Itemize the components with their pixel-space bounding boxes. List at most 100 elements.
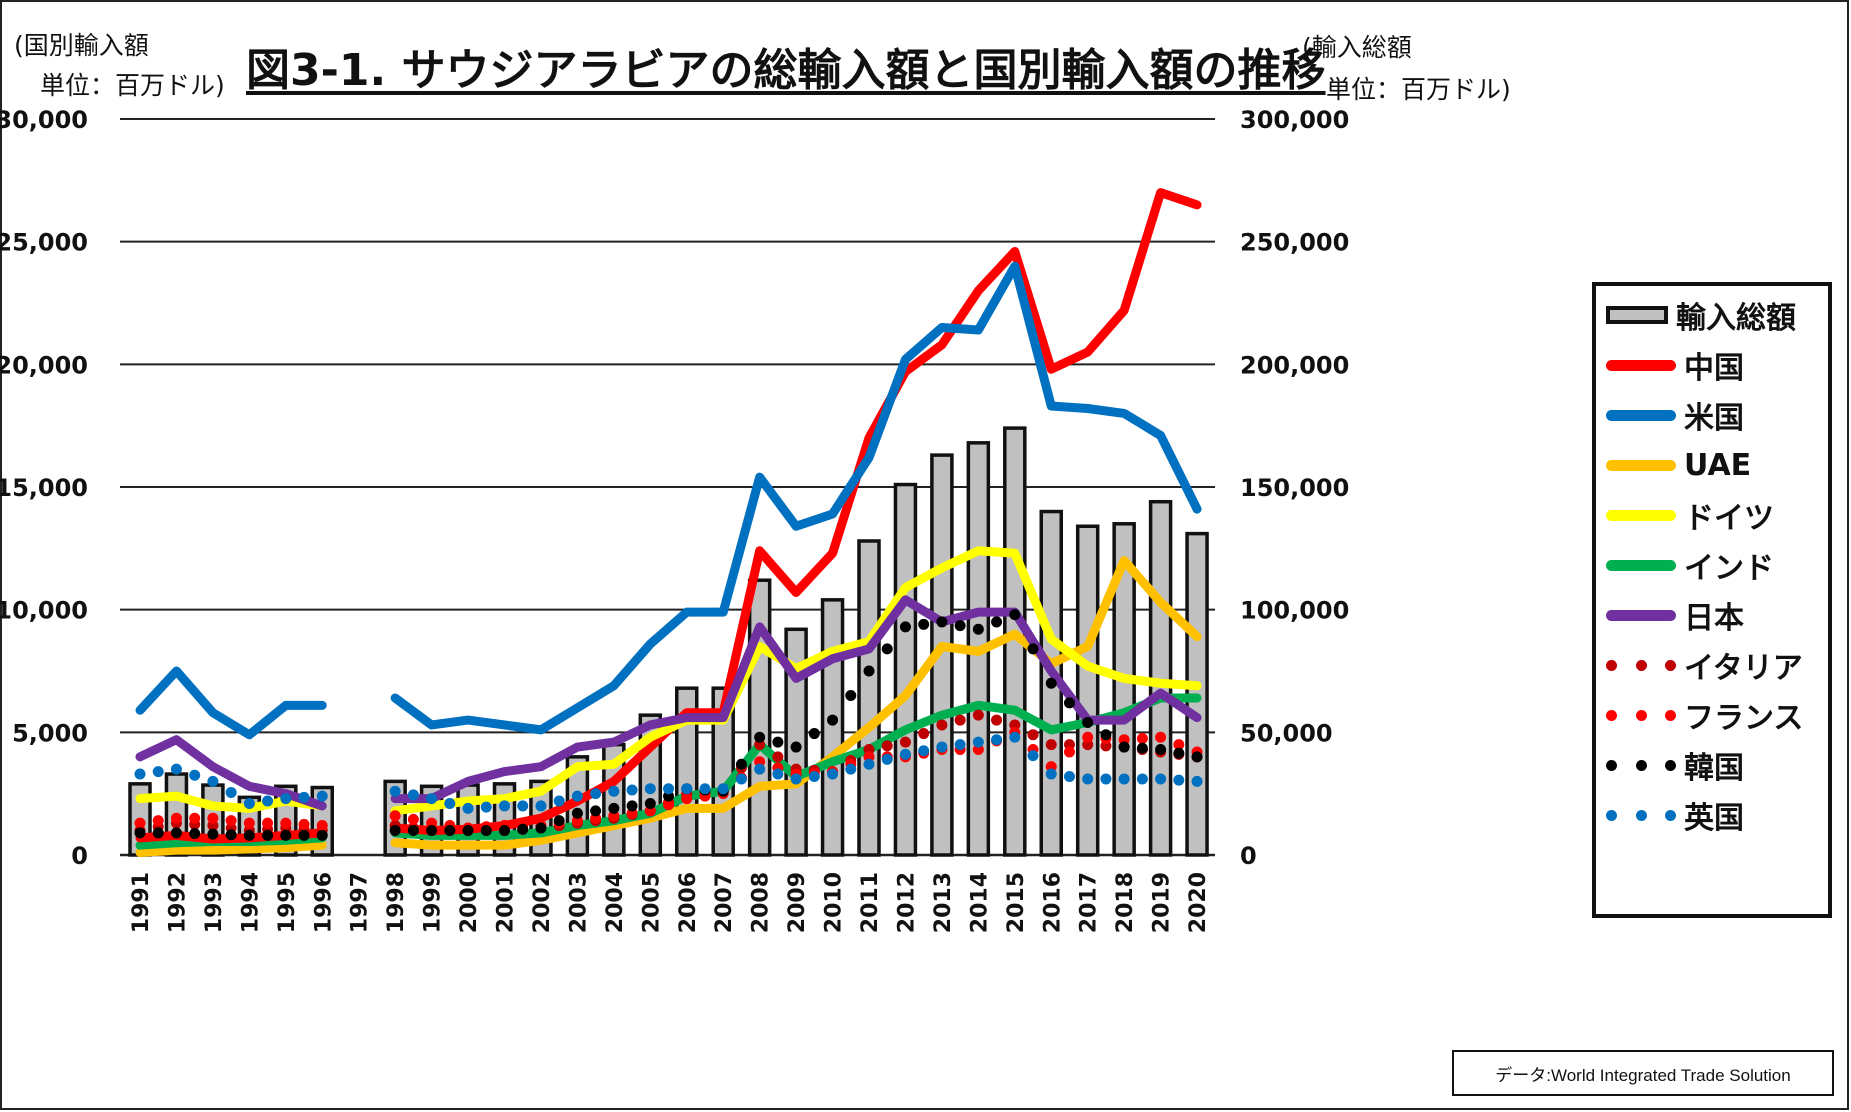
legend-label: 米国 [1684,401,1744,436]
series-point-韓国 [735,758,747,770]
legend-dot [1635,809,1647,821]
series-line-米国 [135,666,327,740]
series-point-韓国 [517,823,529,835]
legend-item: 輸入総額 [1606,290,1796,340]
left-axis-tick: 25,000 [0,229,88,257]
series-point-英国 [936,741,948,753]
bar-total-imports [1112,522,1136,857]
series-point-英国 [626,784,638,796]
series-point-韓国 [262,829,274,841]
series-point-韓国 [1118,741,1130,753]
legend-item: インド [1606,540,1774,590]
series-point-英国 [754,763,766,775]
series-point-英国 [663,783,675,795]
legend-label: 韓国 [1684,751,1744,786]
series-point-イタリア [918,728,930,740]
series-point-韓国 [790,741,802,753]
x-axis-tick: 2011 [858,872,883,933]
x-axis-tick: 1992 [165,872,190,933]
legend-dot [1665,659,1676,671]
series-point-英国 [699,783,711,795]
series-point-フランス [407,813,419,825]
series-point-韓国 [644,797,656,809]
series-point-英国 [189,769,201,781]
x-axis-tick: 2014 [967,872,992,933]
series-point-英国 [1155,773,1167,785]
x-axis-tick: 1997 [348,872,373,933]
legend-swatch-line [1606,459,1676,471]
series-point-英国 [444,797,456,809]
series-point-韓国 [590,805,602,817]
source-note: データ:World Integrated Trade Solution [1452,1050,1834,1096]
series-point-英国 [790,773,802,785]
series-point-英国 [462,802,474,814]
legend-dot [1665,809,1676,821]
series-point-韓国 [754,731,766,743]
legend-label: イタリア [1684,651,1803,686]
series-point-英国 [681,783,693,795]
series-point-英国 [517,800,529,812]
series-point-英国 [772,768,784,780]
series-point-英国 [1045,768,1057,780]
legend-swatch-line [1606,609,1676,621]
x-axis-tick: 1994 [238,872,263,933]
x-axis-tick: 2003 [566,872,591,933]
series-point-韓国 [553,815,565,827]
legend-label: 中国 [1684,351,1744,386]
right-axis-tick: 200,000 [1240,351,1349,379]
right-axis-tick: 0 [1240,842,1257,870]
series-point-イタリア [1027,729,1039,741]
left-axis-label-line2: 単位：百万ドル) [40,71,225,100]
series-point-英国 [499,800,510,812]
legend-label: 輸入総額 [1676,301,1796,336]
legend-swatch-line [1606,409,1676,421]
series-point-イタリア [954,714,966,726]
series-point-韓国 [535,822,547,834]
left-axis-tick: 15,000 [0,474,88,502]
series-line-ドイツ [390,546,1202,816]
right-axis-tick: 100,000 [1240,597,1349,625]
x-axis-tick: 2007 [712,872,737,933]
x-axis-tick: 1999 [421,872,446,933]
bar-total-imports [857,539,881,857]
legend: 輸入総額 中国 米国 UAE ドイツ インド 日本 イタリア フランス 韓国 英国 [1592,282,1832,918]
legend-item: UAE [1606,440,1751,490]
legend-label: フランス [1684,701,1804,736]
x-axis-tick: 2002 [530,872,555,933]
x-axis-tick: 2005 [639,872,664,933]
series-point-英国 [863,758,875,770]
series-point-韓国 [1045,677,1057,689]
legend-label: UAE [1684,447,1752,483]
series-point-韓国 [863,665,875,677]
series-line-UAE [135,840,327,858]
series-point-韓国 [936,616,948,628]
series-point-フランス [262,817,274,829]
series-point-韓国 [298,829,310,841]
legend-dot [1665,709,1676,721]
left-axis-label-line1: (国別輸入額 [14,31,149,60]
series-point-英国 [152,766,164,778]
x-axis-tick: 1998 [384,872,409,933]
x-axis-tick: 2009 [785,872,810,933]
series-point-英国 [1027,750,1039,762]
series-point-フランス [134,817,146,829]
right-axis-tick: 50,000 [1240,719,1333,747]
series-point-英国 [735,773,747,785]
series-point-英国 [972,736,984,748]
left-axis-tick: 5,000 [12,719,88,747]
legend-swatch-line [1606,559,1676,571]
x-axis-tick: 2017 [1077,872,1102,933]
x-axis-tick: 2012 [894,872,919,933]
series-point-韓国 [972,623,984,635]
series-point-韓国 [1027,643,1039,655]
x-axis-tick: 2015 [1004,872,1029,933]
series-point-英国 [590,788,602,800]
legend-label: ドイツ [1684,501,1774,536]
left-axis-tick: 20,000 [0,351,88,379]
series-point-フランス [316,820,328,832]
legend-dot [1606,659,1617,671]
legend-dot [1665,759,1676,771]
x-axis-tick: 2013 [931,872,956,933]
